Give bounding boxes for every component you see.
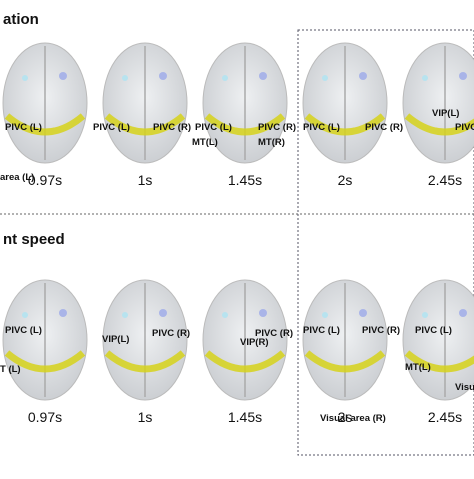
region-label: PIVC (R) [153, 122, 191, 133]
time-label: 1.45s [228, 409, 262, 425]
tract [304, 350, 386, 373]
region-label: PIVC (L) [5, 122, 42, 133]
node [59, 309, 67, 317]
region-label: MT(L) [405, 362, 431, 373]
node [459, 72, 467, 80]
node [222, 75, 228, 81]
tract [104, 350, 186, 373]
node [122, 312, 128, 318]
region-label: PIVC (L) [415, 325, 452, 336]
region-label: Visual area (R) [320, 413, 386, 424]
time-label: 2.45s [428, 409, 462, 425]
time-label: 1s [138, 172, 153, 188]
region-label: VIP(L) [432, 108, 459, 119]
node [322, 312, 328, 318]
node [359, 72, 367, 80]
tract [204, 113, 286, 136]
node [159, 309, 167, 317]
node [22, 312, 28, 318]
region-label: VIP(L) [102, 334, 129, 345]
time-label: 2s [338, 409, 353, 425]
region-label: PIVC (L) [303, 325, 340, 336]
region-label: area (L) [0, 172, 34, 183]
time-label: 0.97s [28, 409, 62, 425]
region-label: MT(L) [192, 137, 218, 148]
tract [4, 350, 86, 373]
tract [304, 113, 386, 136]
region-label: PIVC (L) [5, 325, 42, 336]
tract [104, 113, 186, 136]
region-label: PIVC (R) [255, 328, 293, 339]
node [259, 309, 267, 317]
node [59, 72, 67, 80]
region-label: Visua [455, 382, 474, 393]
time-label: 1s [138, 409, 153, 425]
node [222, 312, 228, 318]
node [159, 72, 167, 80]
region-label: PIVC (R) [365, 122, 403, 133]
region-label: VIP(R) [240, 337, 269, 348]
node [259, 72, 267, 80]
tract [404, 350, 474, 373]
region-label: PIVC (L) [93, 122, 130, 133]
node [422, 75, 428, 81]
node [359, 309, 367, 317]
node [322, 75, 328, 81]
time-label: 1.45s [228, 172, 262, 188]
region-label: PIVC (R) [362, 325, 400, 336]
time-label: 2s [338, 172, 353, 188]
time-label: 0.97s [28, 172, 62, 188]
node [122, 75, 128, 81]
tract [4, 113, 86, 136]
node [22, 75, 28, 81]
time-label: 2.45s [428, 172, 462, 188]
region-label: PIVC (L) [195, 122, 232, 133]
tract [204, 350, 286, 373]
node [459, 309, 467, 317]
panel-title: nt speed [3, 231, 65, 248]
region-label: PIVC (R) [455, 122, 474, 133]
region-label: PIVC (L) [303, 122, 340, 133]
tract [404, 113, 474, 136]
region-label: PIVC (R) [258, 122, 296, 133]
region-label: T (L) [0, 364, 21, 375]
region-label: PIVC (R) [152, 328, 190, 339]
node [422, 312, 428, 318]
panel-title: ation [3, 11, 39, 28]
highlight-box [297, 29, 474, 456]
region-label: MT(R) [258, 137, 285, 148]
brain [402, 42, 474, 164]
